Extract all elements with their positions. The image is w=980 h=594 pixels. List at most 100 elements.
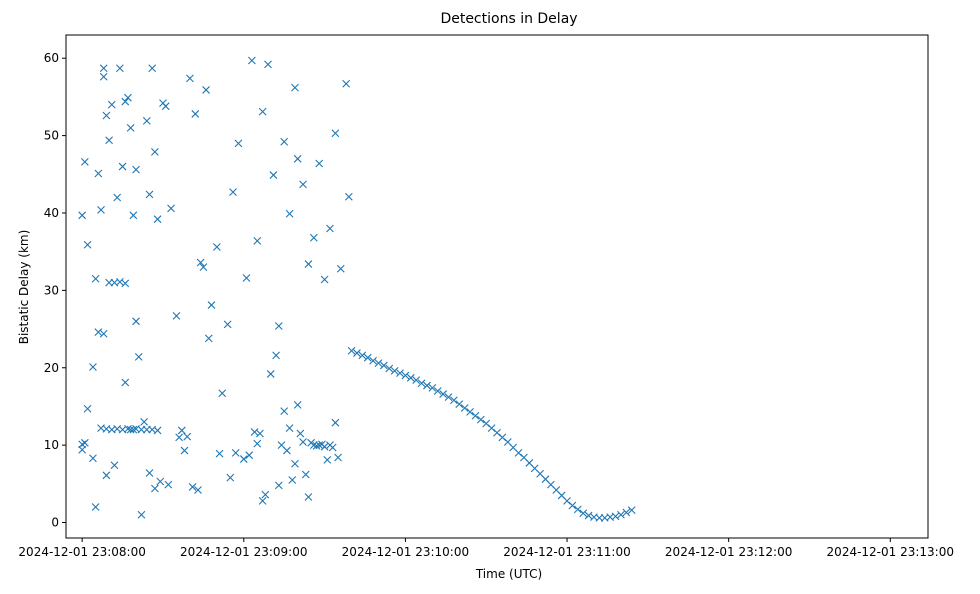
data-point-marker [207,301,216,309]
data-point-marker [439,390,448,398]
data-point-marker [315,441,324,450]
data-point-marker [126,123,135,132]
data-point-marker [584,511,593,520]
data-point-marker [299,180,307,189]
data-point-marker [312,442,321,450]
data-point-marker [132,165,140,174]
data-point-marker [83,240,92,249]
data-point-marker [406,373,415,382]
data-point-marker [134,353,143,361]
data-point-marker [342,79,351,88]
data-point-marker [89,363,97,371]
data-point-marker [180,446,189,455]
data-point-marker [250,428,259,436]
data-point-marker [80,438,89,447]
data-point-marker [466,407,474,416]
data-point-marker [261,490,270,499]
data-point-marker [167,204,175,213]
data-point-marker [444,393,453,402]
data-point-marker [274,481,283,490]
data-point-marker [617,510,625,519]
data-point-marker [253,236,262,245]
data-point-marker [91,274,100,283]
x-tick-label: 2024-12-01 23:11:00 [503,545,630,559]
data-point-marker [151,484,159,493]
data-point-marker [94,169,103,178]
data-point-marker [428,383,437,392]
data-point-marker [242,274,251,282]
y-tick-label: 60 [44,51,59,65]
y-tick-label: 10 [44,438,59,452]
data-point-marker [320,442,329,451]
data-point-marker [107,100,116,109]
data-point-marker [151,147,159,156]
data-point-marker [145,190,154,199]
data-point-marker [347,346,356,355]
data-point-marker [256,429,264,438]
data-point-marker [471,411,480,420]
data-point-marker [110,461,119,470]
data-point-marker [334,453,342,462]
data-point-marker [315,159,324,168]
data-point-marker [579,509,588,518]
data-point-marker [97,206,105,214]
data-point-marker [229,188,237,196]
data-point-marker [622,508,631,517]
plot-frame [65,34,929,539]
data-point-marker [285,424,294,433]
data-point-marker [247,56,256,65]
data-point-marker [291,459,299,468]
data-point-marker [280,407,289,415]
data-point-marker [291,83,299,92]
data-point-marker [99,329,108,338]
data-point-marker [140,418,149,426]
data-point-marker [121,378,130,387]
data-point-marker [78,211,87,220]
x-tick-label: 2024-12-01 23:13:00 [827,545,954,559]
data-point-marker [573,505,582,514]
y-tick-label: 20 [44,361,59,375]
data-point-marker [304,493,313,501]
data-point-marker [89,454,97,463]
data-point-marker [611,512,620,521]
data-point-marker [288,476,297,484]
data-point-marker [282,446,291,455]
data-point-marker [102,111,111,120]
data-point-marker [132,317,140,326]
data-point-marker [301,470,310,479]
data-point-marker [80,158,89,166]
data-point-marker [253,439,262,448]
data-point-marker [231,448,240,457]
data-point-marker [258,496,267,505]
data-point-marker [390,366,399,375]
data-point-marker [153,426,162,435]
data-point-marker [121,97,130,106]
data-point-marker [137,510,146,519]
data-point-marker [196,258,205,267]
data-point-marker [118,162,127,171]
data-point-marker [215,449,224,458]
data-point-marker [156,477,165,486]
data-point-marker [191,110,200,118]
data-point-marker [358,351,367,360]
data-point-marker [153,215,162,224]
data-point-marker [568,501,577,510]
data-point-marker [344,192,353,201]
points-layer [78,56,636,522]
data-point-marker [223,320,232,329]
data-point-marker [336,264,345,273]
data-point-marker [476,415,485,424]
data-point-marker [293,154,302,163]
data-point-marker [188,483,197,491]
data-point-marker [396,369,404,378]
data-point-marker [113,193,122,202]
x-axis-label: Time (UTC) [475,567,542,581]
y-tick-label: 40 [44,206,59,220]
data-point-marker [129,211,138,220]
data-point-marker [142,117,151,125]
data-point-marker [326,224,334,233]
data-point-marker [226,473,235,482]
data-point-marker [353,349,361,357]
